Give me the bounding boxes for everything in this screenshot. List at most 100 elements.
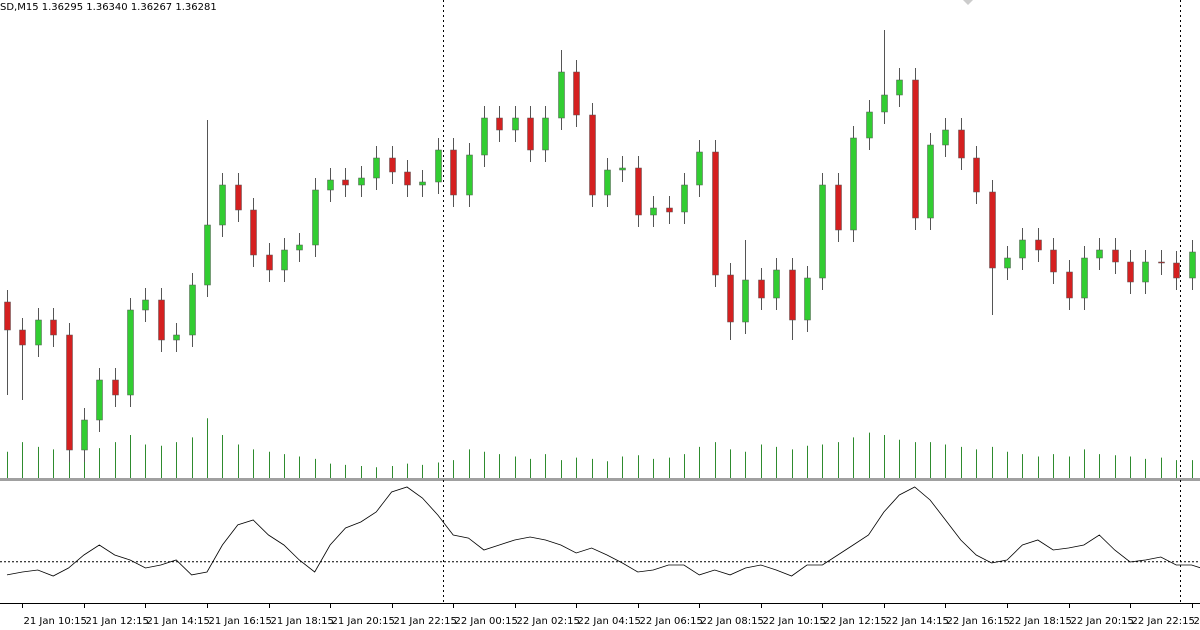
candle-body [1189,251,1196,279]
chart-title: SD,M15 1.36295 1.36340 1.36267 1.36281 [0,2,217,13]
x-tick-label: 22 Jan 22:15 [1132,616,1195,627]
x-tick-label: 21 Jan 14:15 [147,616,210,627]
candle-body [758,279,765,299]
candle-body [19,329,26,346]
candle-body [1081,257,1088,299]
candle-body [1096,249,1103,259]
candle-body [773,269,780,299]
candle-body [542,117,549,151]
candle-body [142,299,149,311]
x-tick-label: 22 Jan 20:15 [1071,616,1134,627]
candle-body [66,334,73,451]
x-tick-label: 21 Jan 22:15 [394,616,457,627]
candle-body [896,79,903,96]
scroll-marker [963,0,973,5]
candle-body [342,179,349,186]
candle-body [1019,239,1026,259]
candle-body [973,157,980,193]
candle-body [927,144,934,219]
candle-body [496,117,503,131]
candle-body [1127,261,1134,283]
x-tick-label: 22 Jan 10:15 [763,616,826,627]
candle-body [712,151,719,276]
candle-body [404,171,411,186]
candle-body [819,184,826,279]
candle-body [635,167,642,216]
x-tick-label: 21 Jan 10:15 [24,616,87,627]
x-tick-label: 22 Jan 16:15 [947,616,1010,627]
candle-body [958,129,965,159]
candle-body [189,284,196,336]
candle-body [112,379,119,396]
candle-body [358,177,365,186]
candle-body [204,224,211,286]
candle-body [327,179,334,191]
x-tick-label: 22 Jan 18:15 [1009,616,1072,627]
candle-body [742,279,749,323]
x-tick-label: 22 Jan 00:15 [455,616,518,627]
x-tick-label: 22 Jan 02:15 [517,616,580,627]
candle-body [1158,261,1165,264]
candle-body [219,184,226,226]
candle-body [250,209,257,256]
candle-body [619,167,626,171]
x-tick-label: 21 Jan 12:15 [86,616,149,627]
candle-body [804,277,811,321]
candle-body [573,71,580,116]
candle-body [1066,271,1073,299]
candle-body [173,334,180,341]
candle-body [1050,249,1057,273]
candle-body [266,254,273,271]
candle-body [912,79,919,219]
candle-body [50,319,57,336]
candle-body [558,71,565,119]
candle-body [81,419,88,451]
candle-body [466,154,473,196]
candle-body [281,249,288,271]
x-tick-label: 22 Jan 06:15 [640,616,703,627]
candle-body [1112,249,1119,263]
candle-body [35,319,42,346]
candle-body [681,184,688,213]
candle-body [127,309,134,396]
candle-body [96,379,103,421]
candle-body [866,111,873,139]
x-tick-label: 23 Jan 00:15 [1194,616,1200,627]
x-tick-label: 21 Jan 16:15 [209,616,272,627]
candle-body [435,149,442,183]
candle-body [789,269,796,321]
x-tick-label: 22 Jan 12:15 [824,616,887,627]
x-tick-label: 22 Jan 14:15 [886,616,949,627]
candle-body [158,299,165,341]
candle-body [835,184,842,231]
x-tick-label: 22 Jan 08:15 [701,616,764,627]
candle-body [1004,257,1011,269]
candle-body [527,117,534,151]
candle-body [696,151,703,186]
candle-body [296,244,303,251]
candle-body [650,207,657,216]
candle-body [450,149,457,196]
candle-body [881,94,888,113]
candle-body [1173,262,1180,279]
candle-body [1035,239,1042,251]
x-tick-label: 21 Jan 18:15 [271,616,334,627]
candle-body [1142,261,1149,283]
x-tick-label: 21 Jan 20:15 [332,616,395,627]
candle-body [666,207,673,213]
candle-body [389,157,396,173]
indicator-line [6,486,1200,577]
candle-body [512,117,519,131]
candle-body [419,181,426,186]
candle-body [942,129,949,146]
x-tick-label: 22 Jan 04:15 [578,616,641,627]
candle-body [235,184,242,211]
candle-body [727,274,734,323]
candle-body [4,301,11,331]
candle-body [481,117,488,156]
candle-body [850,137,857,231]
candle-body [589,114,596,196]
